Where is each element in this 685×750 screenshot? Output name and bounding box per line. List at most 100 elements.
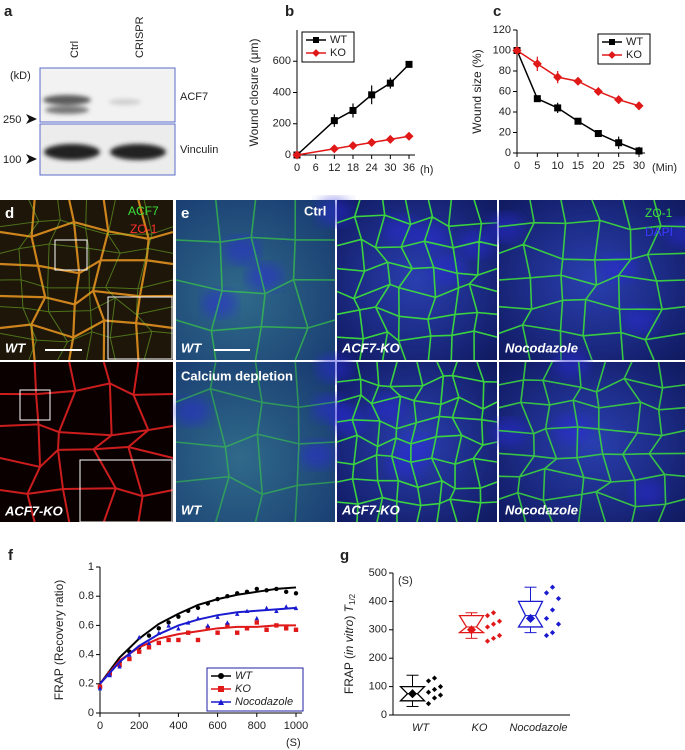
panel-letter: a bbox=[4, 3, 13, 20]
y-tick-label: 0 bbox=[88, 707, 94, 719]
mean-marker bbox=[466, 625, 477, 635]
nucleus bbox=[223, 236, 260, 265]
data-point bbox=[404, 131, 414, 141]
panel-letter: d bbox=[5, 205, 14, 222]
y-tick-label: 400 bbox=[273, 86, 291, 98]
data-point bbox=[97, 685, 103, 691]
data-point bbox=[367, 137, 377, 148]
x-tick-label: 0 bbox=[294, 162, 300, 174]
y-tick-label: 600 bbox=[273, 55, 291, 67]
panel-letter: b bbox=[285, 3, 294, 20]
blot-frame bbox=[39, 67, 176, 123]
bands bbox=[43, 95, 166, 160]
nucleus bbox=[399, 434, 436, 463]
data-point bbox=[484, 613, 491, 619]
cell-outline bbox=[175, 199, 336, 361]
data-point bbox=[205, 626, 210, 631]
nucleus bbox=[630, 479, 667, 508]
data-point bbox=[195, 637, 201, 643]
legend-label: KO bbox=[626, 49, 642, 61]
x-tick-label: WT bbox=[412, 722, 430, 734]
y-tick-label: 20 bbox=[499, 126, 511, 138]
image-label: ACF7-KO bbox=[341, 502, 400, 517]
data-point bbox=[349, 106, 357, 114]
x-tick-label: 0 bbox=[514, 160, 520, 172]
y-tick-label: 300 bbox=[369, 624, 387, 636]
data-point bbox=[166, 623, 171, 628]
micrograph bbox=[176, 362, 335, 522]
data-point bbox=[490, 621, 497, 627]
data-point bbox=[205, 623, 210, 628]
y-axis-label: FRAP (in vitro) T1/2 bbox=[342, 593, 357, 694]
y-tick-label: 0 bbox=[285, 149, 291, 161]
x-tick-label: 15 bbox=[572, 160, 584, 172]
data-point bbox=[574, 117, 582, 125]
cell-outline bbox=[0, 199, 174, 361]
data-point bbox=[284, 626, 289, 631]
mean-marker bbox=[407, 689, 418, 699]
data-point bbox=[225, 623, 230, 628]
inset-box bbox=[54, 239, 88, 271]
data-point bbox=[274, 608, 279, 613]
data-point bbox=[437, 684, 444, 690]
x-tick-label: 600 bbox=[208, 720, 226, 732]
data-point bbox=[293, 627, 299, 632]
y-axis-label: Wound closure (μm) bbox=[247, 38, 261, 146]
channel-label: DAPI bbox=[645, 225, 673, 239]
nucleus bbox=[316, 353, 353, 382]
data-point bbox=[117, 664, 122, 669]
x-tick-label: KO bbox=[472, 722, 488, 734]
data-point bbox=[284, 604, 289, 609]
x-tick-label: 200 bbox=[130, 720, 148, 732]
x-tick-label: 6 bbox=[313, 162, 319, 174]
y-tick-label: 200 bbox=[369, 652, 387, 664]
y-tick-label: 80 bbox=[499, 65, 511, 77]
nucleus bbox=[621, 306, 658, 335]
data-point bbox=[254, 615, 259, 621]
data-point bbox=[264, 627, 269, 632]
legend-label: Nocodazole bbox=[235, 696, 293, 708]
panel-e: e Ctrl ZO-1 DAPI WT ACF7-KO Nocodazole C… bbox=[174, 198, 685, 523]
western-blot: a Ctrl CRISPR (kD) 250 100 ACF7 Vinculin bbox=[3, 3, 218, 176]
data-point bbox=[543, 615, 550, 622]
data-point bbox=[195, 605, 201, 611]
data-point bbox=[431, 695, 438, 701]
x-tick-label: 0 bbox=[97, 720, 103, 732]
data-point bbox=[235, 611, 240, 616]
cell-layer bbox=[0, 199, 174, 361]
y-tick-label: 0.4 bbox=[79, 649, 94, 661]
nucleus bbox=[600, 254, 637, 283]
y-tick-label: 500 bbox=[369, 567, 387, 579]
panel-letter: c bbox=[493, 3, 501, 20]
x-tick-label: 36 bbox=[403, 162, 415, 174]
x-unit-label: (S) bbox=[286, 737, 301, 749]
x-tick-label: Nocodazole bbox=[509, 722, 567, 734]
y-tick-label: 1 bbox=[88, 561, 94, 573]
x-tick-label: 20 bbox=[592, 160, 604, 172]
panel-letter: f bbox=[8, 547, 14, 564]
protein-label: ACF7 bbox=[180, 91, 208, 103]
data-point bbox=[594, 130, 602, 138]
image-label: ACF7-KO bbox=[4, 503, 63, 518]
data-point bbox=[490, 610, 497, 616]
data-point bbox=[496, 618, 503, 624]
data-point bbox=[215, 614, 220, 619]
channel-label: ACF7 bbox=[128, 204, 159, 218]
data-point bbox=[176, 626, 181, 631]
data-point bbox=[593, 86, 603, 97]
y-axis-label-part: ) bbox=[342, 612, 356, 619]
data-point bbox=[386, 79, 394, 87]
data-point bbox=[425, 678, 432, 684]
cell-outline bbox=[175, 361, 336, 523]
cell-layer bbox=[0, 361, 174, 523]
data-point bbox=[244, 626, 250, 631]
cell-outline bbox=[498, 361, 685, 523]
data-point bbox=[235, 630, 240, 635]
data-point bbox=[512, 45, 522, 56]
legend-label: KO bbox=[235, 683, 251, 695]
legend-marker bbox=[313, 37, 319, 43]
legend-marker bbox=[218, 673, 224, 679]
x-tick-label: 18 bbox=[347, 162, 359, 174]
y-tick-label: 40 bbox=[499, 106, 511, 118]
